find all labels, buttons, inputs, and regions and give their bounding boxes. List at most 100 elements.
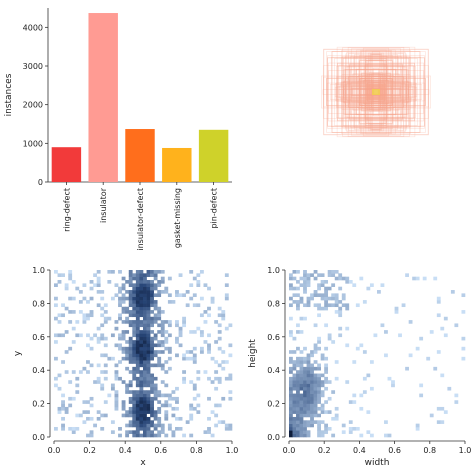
density-cell: [128, 283, 133, 287]
density-cell: [369, 433, 374, 438]
density-cell: [128, 296, 133, 301]
density-cell: [164, 330, 169, 334]
density-cell: [296, 420, 300, 424]
overlay-box: [337, 62, 415, 122]
density-cell: [366, 373, 371, 378]
density-cell: [317, 426, 321, 431]
density-cell: [317, 386, 321, 391]
density-cell: [324, 363, 329, 368]
density-cell: [214, 360, 219, 364]
density-cell: [167, 356, 172, 361]
overlay-box: [326, 78, 426, 106]
density-cell: [132, 366, 137, 371]
density-cell: [313, 400, 318, 404]
density-cell: [143, 273, 147, 277]
density-cell: [296, 410, 300, 414]
density-cell: [146, 393, 151, 398]
density-cell: [415, 346, 420, 351]
density-cell: [128, 273, 133, 277]
density-cell: [153, 336, 158, 341]
density-cell: [114, 376, 119, 381]
density-cell: [182, 316, 187, 321]
density-cell: [461, 356, 466, 361]
density-cell: [289, 330, 293, 334]
density-cell: [182, 293, 187, 298]
density-cell: [128, 420, 133, 424]
density-cell: [132, 283, 137, 287]
density-cell: [110, 333, 115, 338]
density-cell: [143, 283, 147, 287]
density-cell: [103, 400, 108, 404]
density-cell: [338, 276, 343, 281]
density-cell: [132, 423, 137, 428]
density-cell: [86, 400, 90, 404]
density-cell: [143, 280, 147, 284]
density-cell: [369, 386, 374, 391]
density-cell: [132, 326, 137, 331]
density-cell: [334, 360, 339, 364]
x-tick-label: 0.4: [119, 446, 132, 455]
density-cell: [114, 403, 119, 408]
density-cell: [100, 290, 105, 294]
density-cell: [128, 406, 133, 411]
density-cell: [296, 433, 300, 438]
density-cell: [324, 290, 329, 294]
density-cell: [199, 270, 204, 274]
density-cell: [324, 410, 329, 414]
density-cell: [128, 346, 133, 351]
overlay-box: [334, 58, 418, 126]
density-cell: [128, 343, 133, 348]
density-cell: [125, 330, 130, 334]
density-cell: [100, 383, 105, 388]
density-cell: [303, 433, 307, 438]
density-cell: [171, 413, 176, 418]
density-cell: [157, 306, 162, 311]
density-cell: [310, 373, 314, 378]
density-cell: [146, 330, 151, 334]
density-cell: [185, 350, 190, 354]
overlay-box: [348, 76, 404, 108]
density-cell: [313, 390, 318, 394]
density-cell: [86, 313, 90, 318]
density-cell: [192, 346, 197, 351]
density-cell: [341, 423, 346, 428]
density-cell: [296, 346, 300, 351]
density-cell: [64, 286, 69, 291]
density-cell: [299, 356, 304, 361]
density-cell: [132, 323, 137, 328]
density-cell: [132, 420, 137, 424]
density-cell: [189, 380, 194, 384]
density-cell: [150, 280, 154, 284]
density-cell: [135, 390, 140, 394]
density-cell: [132, 350, 137, 354]
density-cell: [359, 276, 364, 281]
density-cell: [143, 276, 147, 281]
overlay-box: [346, 66, 406, 118]
density-cell: [175, 336, 179, 341]
density-cell: [394, 306, 399, 311]
density-cell: [429, 330, 434, 334]
density-cell: [118, 316, 122, 321]
density-cell: [292, 420, 297, 424]
density-cell: [82, 316, 87, 321]
density-cell: [310, 413, 314, 418]
density-cell: [143, 323, 147, 328]
density-cell: [82, 366, 87, 371]
density-cell: [224, 293, 229, 298]
density-cell: [75, 376, 80, 381]
density-cell: [338, 273, 343, 277]
density-cell: [153, 343, 158, 348]
density-cell: [139, 313, 144, 318]
density-cell: [292, 380, 297, 384]
density-cell: [189, 296, 194, 301]
density-cell: [128, 303, 133, 308]
density-cell: [146, 333, 151, 338]
density-cell: [125, 366, 130, 371]
density-cell: [100, 426, 105, 431]
density-cell: [348, 426, 353, 431]
density-cell: [289, 413, 293, 418]
density-cell: [128, 423, 133, 428]
density-cell: [299, 366, 304, 371]
overlay-box: [345, 83, 407, 101]
density-cell: [157, 393, 162, 398]
